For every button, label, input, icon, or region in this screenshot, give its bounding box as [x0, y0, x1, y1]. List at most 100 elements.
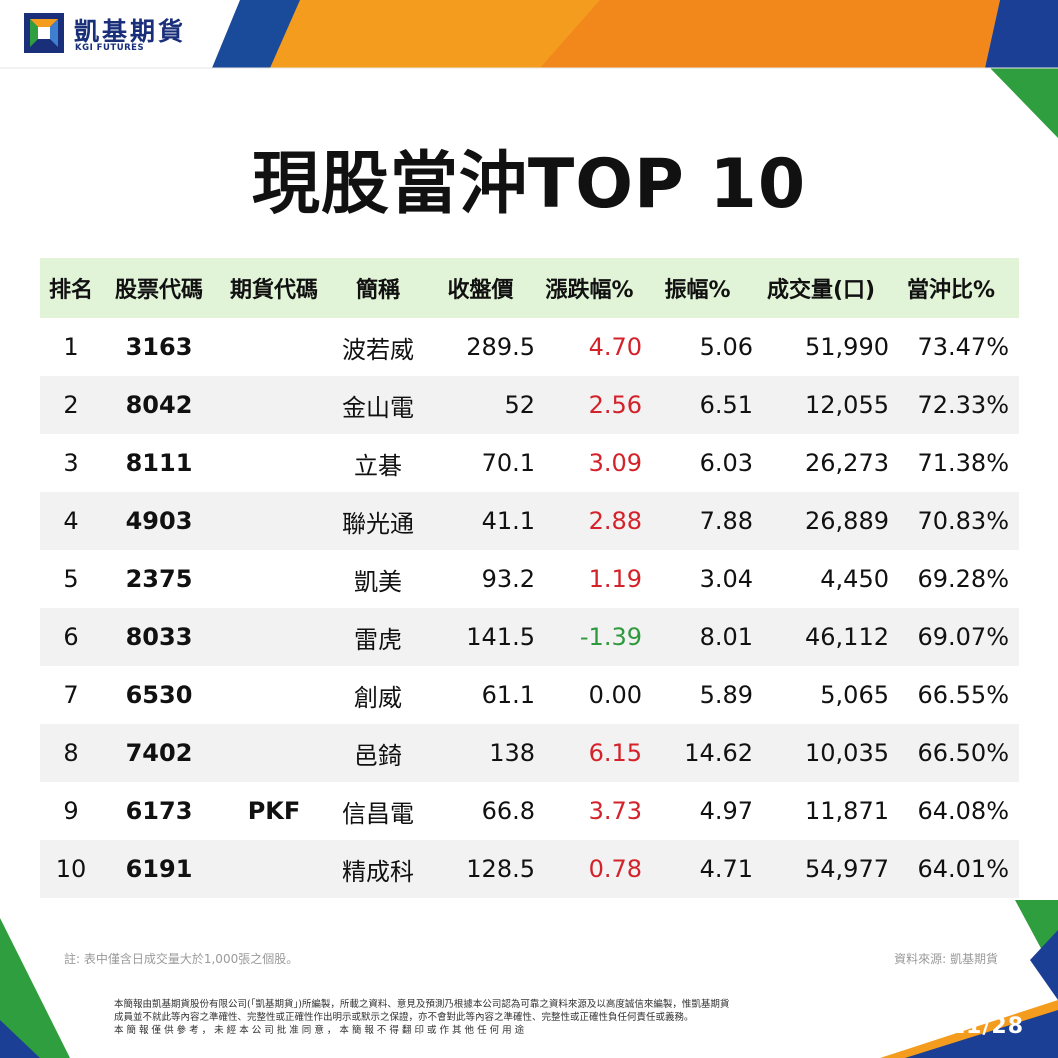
- daytrade-ratio-cell: 64.08%: [917, 797, 1009, 825]
- stock-name-cell: 精成科: [342, 857, 414, 886]
- change-pct-cell: 2.56: [588, 391, 642, 419]
- rank-cell: 6: [63, 623, 79, 651]
- table-row: 5 2375 凱美 93.2 1.19 3.04 4,450 69.28%: [40, 550, 1019, 608]
- header-change-pct: 漲跌幅%: [545, 278, 634, 303]
- kgi-logo-icon: [24, 13, 64, 53]
- volume-cell: 26,889: [805, 507, 889, 535]
- brand-name-en: KGI FUTURES: [75, 43, 145, 53]
- stock-name-cell: 立碁: [354, 451, 402, 480]
- stock-code-cell: 6173: [125, 797, 193, 825]
- close-price-cell: 128.5: [466, 855, 535, 883]
- daytrade-ratio-cell: 64.01%: [917, 855, 1009, 883]
- rank-cell: 3: [63, 449, 79, 477]
- stock-code-cell: 7402: [125, 739, 193, 767]
- close-price-cell: 141.5: [466, 623, 535, 651]
- footnote: 註: 表中僅含日成交量大於1,000張之個股。: [64, 952, 299, 966]
- amplitude-cell: 5.06: [699, 333, 753, 361]
- amplitude-cell: 14.62: [684, 739, 753, 767]
- table-row: 4 4903 聯光通 41.1 2.88 7.88 26,889 70.83%: [40, 492, 1019, 550]
- footer-decoration: [0, 900, 1058, 1058]
- header-futures-code: 期貨代碼: [229, 278, 318, 303]
- header-volume: 成交量(口): [766, 278, 876, 303]
- daytrade-ratio-cell: 71.38%: [917, 449, 1009, 477]
- amplitude-cell: 3.04: [699, 565, 753, 593]
- disclaimer-line: 本簡報由凱基期貨股份有限公司(「凱基期貨」)所編製，所載之資料、意見及預測乃根據…: [114, 999, 730, 1010]
- change-pct-cell: 0.00: [588, 681, 642, 709]
- volume-cell: 12,055: [805, 391, 889, 419]
- header-close: 收盤價: [447, 278, 514, 303]
- volume-cell: 46,112: [805, 623, 889, 651]
- stock-code-cell: 8033: [125, 623, 193, 651]
- volume-cell: 5,065: [820, 681, 889, 709]
- daytrade-table: 排名 股票代碼 期貨代碼 簡稱 收盤價 漲跌幅% 振幅% 成交量(口) 當沖比%…: [40, 258, 1019, 898]
- header-daytrade-ratio: 當沖比%: [906, 278, 996, 303]
- rank-cell: 10: [55, 855, 87, 883]
- rank-cell: 5: [63, 565, 79, 593]
- close-price-cell: 61.1: [481, 681, 535, 709]
- table-row: 8 7402 邑錡 138 6.15 14.62 10,035 66.50%: [40, 724, 1019, 782]
- daytrade-ratio-cell: 72.33%: [917, 391, 1009, 419]
- header-name: 簡稱: [355, 278, 400, 303]
- close-price-cell: 52: [504, 391, 535, 419]
- stock-name-cell: 創威: [354, 683, 402, 712]
- change-pct-cell: 4.70: [588, 333, 642, 361]
- amplitude-cell: 4.71: [699, 855, 753, 883]
- change-pct-cell: 3.73: [588, 797, 642, 825]
- change-pct-cell: 0.78: [588, 855, 642, 883]
- volume-cell: 4,450: [820, 565, 889, 593]
- page-title: 現股當沖TOP 10: [251, 145, 807, 224]
- table-row: 1 3163 波若威 289.5 4.70 5.06 51,990 73.47%: [40, 318, 1019, 376]
- disclaimer-line: 成員並不就此等內容之準確性、完整性或正確性作出明示或默示之保證，亦不會對此等內容…: [114, 1012, 694, 1023]
- close-price-cell: 70.1: [481, 449, 535, 477]
- brand-name-zh: 凱基期貨: [74, 17, 187, 46]
- change-pct-cell: 6.15: [588, 739, 642, 767]
- rank-cell: 2: [63, 391, 79, 419]
- daytrade-ratio-cell: 69.07%: [917, 623, 1009, 651]
- close-price-cell: 93.2: [481, 565, 535, 593]
- table-row: 9 6173 PKF 信昌電 66.8 3.73 4.97 11,871 64.08%: [40, 782, 1019, 840]
- table-row: 2 8042 金山電 52 2.56 6.51 12,055 72.33%: [40, 376, 1019, 434]
- change-pct-cell: 1.19: [588, 565, 642, 593]
- change-pct-cell: -1.39: [579, 623, 642, 651]
- close-price-cell: 289.5: [466, 333, 535, 361]
- stock-code-cell: 4903: [125, 507, 193, 535]
- stock-name-cell: 聯光通: [342, 509, 414, 538]
- rank-cell: 4: [63, 507, 79, 535]
- rank-cell: 1: [63, 333, 79, 361]
- stock-code-cell: 3163: [125, 333, 193, 361]
- close-price-cell: 41.1: [481, 507, 535, 535]
- daytrade-ratio-cell: 70.83%: [917, 507, 1009, 535]
- amplitude-cell: 6.51: [699, 391, 753, 419]
- close-price-cell: 138: [489, 739, 535, 767]
- close-price-cell: 66.8: [481, 797, 535, 825]
- stock-name-cell: 波若威: [342, 335, 414, 364]
- stock-code-cell: 8111: [125, 449, 193, 477]
- stock-name-cell: 信昌電: [342, 799, 414, 828]
- amplitude-cell: 5.89: [699, 681, 753, 709]
- stock-name-cell: 邑錡: [354, 741, 402, 770]
- table-row: 7 6530 創威 61.1 0.00 5.89 5,065 66.55%: [40, 666, 1019, 724]
- disclaimer-line: 本 簡 報 僅 供 參 考 ， 未 經 本 公 司 批 准 同 意 ， 本 簡 …: [114, 1025, 525, 1036]
- disclaimer: 本簡報由凱基期貨股份有限公司(「凱基期貨」)所編製，所載之資料、意見及預測乃根據…: [114, 998, 826, 1037]
- stock-name-cell: 凱美: [354, 567, 402, 596]
- daytrade-ratio-cell: 69.28%: [917, 565, 1009, 593]
- header-amplitude: 振幅%: [664, 278, 731, 303]
- change-pct-cell: 2.88: [588, 507, 642, 535]
- header-rank: 排名: [48, 278, 93, 303]
- daytrade-ratio-cell: 73.47%: [917, 333, 1009, 361]
- stock-code-cell: 6530: [125, 681, 193, 709]
- daytrade-ratio-cell: 66.50%: [917, 739, 1009, 767]
- amplitude-cell: 8.01: [699, 623, 753, 651]
- stock-code-cell: 8042: [125, 391, 193, 419]
- change-pct-cell: 3.09: [588, 449, 642, 477]
- data-source: 資料來源: 凱基期貨: [894, 952, 998, 966]
- header-stock-code: 股票代碼: [114, 278, 203, 303]
- table-header: 排名 股票代碼 期貨代碼 簡稱 收盤價 漲跌幅% 振幅% 成交量(口) 當沖比%: [40, 258, 1019, 318]
- daytrade-ratio-cell: 66.55%: [917, 681, 1009, 709]
- volume-cell: 11,871: [805, 797, 889, 825]
- volume-cell: 26,273: [805, 449, 889, 477]
- amplitude-cell: 6.03: [699, 449, 753, 477]
- brand-logo: 凱基期貨 KGI FUTURES: [24, 10, 224, 58]
- volume-cell: 51,990: [805, 333, 889, 361]
- rank-cell: 8: [63, 739, 79, 767]
